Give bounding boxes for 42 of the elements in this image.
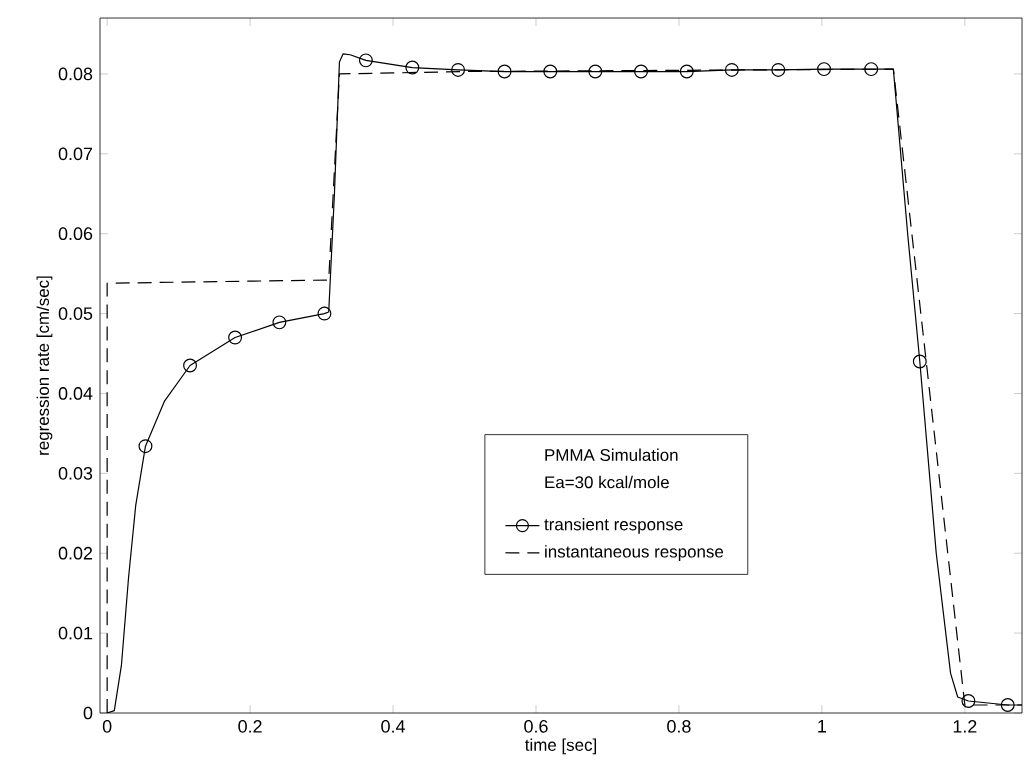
point [771, 62, 786, 77]
y-tick-label: 0.03 [58, 466, 93, 480]
annotation: PMMA Simulation [545, 448, 678, 462]
point [864, 62, 879, 77]
point [588, 64, 603, 79]
point [272, 315, 287, 330]
point [724, 62, 739, 77]
point [228, 330, 243, 345]
x-tick-label: 0.8 [667, 720, 691, 733]
point [543, 64, 558, 79]
x-tick-label: 0.6 [524, 720, 548, 733]
point [405, 60, 420, 75]
x-tick-label: 0 [102, 720, 112, 733]
point [138, 439, 153, 454]
point [634, 64, 649, 79]
y-tick-label: 0.08 [58, 67, 93, 81]
point [358, 53, 373, 68]
annotation: Ea=30 kcal/mole [545, 475, 669, 489]
point [317, 306, 332, 321]
x-tick-label: 1 [818, 720, 826, 733]
point [817, 62, 832, 77]
y-tick-label: 0.01 [58, 626, 93, 640]
x-axis-title: time [sec] [525, 738, 597, 755]
y-tick-label: 0.06 [58, 227, 93, 241]
point [497, 64, 512, 79]
y-tick-label: 0.07 [58, 147, 93, 161]
y-tick-label: 0.04 [58, 387, 93, 400]
point [183, 358, 198, 373]
point [1000, 698, 1015, 712]
point [961, 694, 976, 708]
y-tick-label: 0.05 [58, 307, 93, 320]
y-axis-title: regression rate [cm/sec] [36, 276, 53, 455]
y-tick-label: 0.02 [58, 546, 93, 560]
point [912, 354, 927, 369]
x-tick-label: 0.4 [381, 720, 405, 733]
x-tick-label: 0.2 [238, 720, 262, 733]
x-tick-label: 1.2 [953, 720, 977, 733]
point [451, 62, 466, 77]
y-tick-label: 0 [83, 706, 93, 720]
legend-label: instantaneous response [545, 545, 724, 561]
point [679, 64, 694, 79]
legend-label: transient response [544, 517, 683, 534]
